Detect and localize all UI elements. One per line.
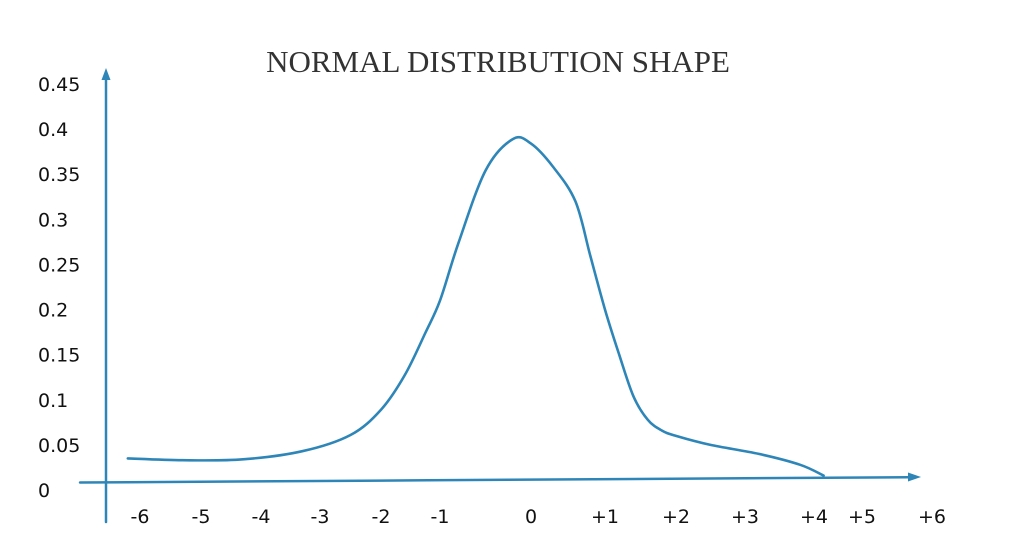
y-tick-labels: 0 0.05 0.1 0.15 0.2 0.25 0.3 0.35 0.4 0.45	[38, 74, 80, 502]
y-tick-label: 0.2	[38, 300, 68, 322]
series-line-0	[126, 135, 825, 477]
x-tick-label: -1	[431, 506, 450, 528]
y-axis-arrowhead	[101, 68, 111, 80]
x-tick-label: +5	[848, 506, 876, 528]
y-tick-label: 0.4	[38, 119, 68, 141]
x-axis-line	[78, 475, 910, 484]
x-tick-label: -4	[252, 506, 271, 528]
x-tick-label: -3	[311, 506, 330, 528]
x-tick-label: -2	[372, 506, 391, 528]
y-axis	[101, 68, 111, 524]
x-tick-label: +4	[800, 506, 828, 528]
x-tick-label: 0	[525, 506, 537, 528]
x-tick-label: +3	[731, 506, 759, 528]
y-tick-label: 0.35	[38, 164, 80, 186]
y-tick-label: 0.25	[38, 254, 80, 276]
x-tick-label: +1	[591, 506, 619, 528]
chart-title: NORMAL DISTRIBUTION SHAPE	[266, 44, 730, 79]
series-group	[126, 135, 825, 477]
y-tick-label: 0.45	[38, 74, 80, 96]
x-tick-label: -5	[192, 506, 211, 528]
x-tick-label: +2	[662, 506, 690, 528]
y-tick-label: 0.1	[38, 390, 68, 412]
x-tick-label: +6	[918, 506, 946, 528]
y-tick-label: 0.05	[38, 435, 80, 457]
y-tick-label: 0.3	[38, 209, 68, 231]
x-axis-arrowhead	[908, 472, 921, 482]
x-tick-label: -6	[131, 506, 150, 528]
y-tick-label: 0	[38, 480, 50, 502]
x-tick-labels: -6 -5 -4 -3 -2 -1 0 +1 +2 +3 +4 +5 +6	[131, 506, 946, 528]
x-axis	[78, 472, 921, 484]
y-tick-label: 0.15	[38, 345, 80, 367]
